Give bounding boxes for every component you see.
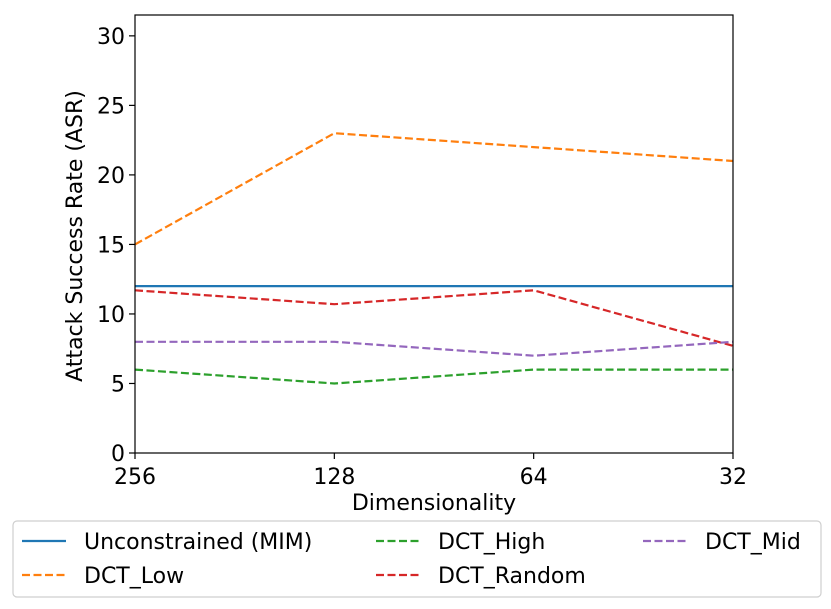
series-line-dct-low [134, 132, 734, 246]
x-tick-label: 64 [520, 465, 548, 490]
y-tick-label: 20 [97, 164, 125, 189]
legend-label: DCT_Mid [705, 530, 801, 555]
series-line-dct-mid [135, 340, 734, 357]
y-tick-label: 5 [111, 372, 125, 397]
legend-label: DCT_Low [84, 564, 184, 589]
x-tick-label: 32 [719, 465, 747, 490]
y-tick-label: 0 [111, 442, 125, 467]
legend-box [12, 520, 822, 598]
series-layer [134, 132, 734, 385]
series-line-dct-random [134, 289, 734, 347]
y-tick-label: 10 [97, 303, 125, 328]
y-axis-label: Attack Success Rate (ASR) [63, 90, 88, 382]
legend-label: Unconstrained (MIM) [84, 530, 312, 555]
x-tick-label: 128 [313, 465, 355, 490]
y-tick-label: 15 [97, 233, 125, 258]
legend-label: DCT_High [438, 530, 545, 555]
series-line-dct-high [134, 368, 733, 385]
legend-label: DCT_Random [438, 564, 586, 589]
legend: Unconstrained (MIM) DCT_Low DCT_High DCT_Ra… [12, 520, 822, 598]
plot-frame [134, 14, 734, 454]
y-tick-label: 25 [97, 94, 125, 119]
x-axis-label: Dimensionality [352, 491, 516, 516]
x-tick-label: 256 [114, 465, 156, 490]
axes-layer: 0 5 10 15 20 25 30 256 128 64 32 [97, 25, 747, 490]
y-tick-label: 30 [97, 25, 125, 50]
